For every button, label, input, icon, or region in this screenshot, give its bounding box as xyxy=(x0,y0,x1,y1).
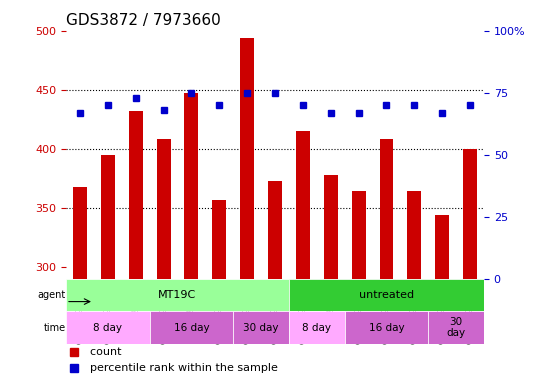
Bar xyxy=(150,311,233,344)
Bar xyxy=(261,31,289,279)
Bar xyxy=(372,31,400,279)
Bar xyxy=(400,31,428,279)
Bar xyxy=(296,131,310,384)
Bar xyxy=(233,31,261,279)
Text: 30
day: 30 day xyxy=(447,317,466,338)
Text: 16 day: 16 day xyxy=(368,323,404,333)
Bar xyxy=(345,31,372,279)
Bar xyxy=(122,31,150,279)
Bar xyxy=(66,31,94,279)
Bar xyxy=(101,155,115,384)
Bar xyxy=(94,31,122,279)
Text: 8 day: 8 day xyxy=(302,323,331,333)
Text: agent: agent xyxy=(38,290,66,300)
Bar xyxy=(205,31,233,279)
Bar xyxy=(408,191,421,384)
Text: percentile rank within the sample: percentile rank within the sample xyxy=(82,363,278,373)
Text: MT19C: MT19C xyxy=(158,290,196,300)
Bar xyxy=(351,191,366,384)
Bar xyxy=(379,139,393,384)
Text: count: count xyxy=(82,347,121,357)
Bar xyxy=(66,311,150,344)
Text: 8 day: 8 day xyxy=(94,323,122,333)
Bar xyxy=(463,149,477,384)
Bar xyxy=(435,215,449,384)
Bar xyxy=(317,31,345,279)
Bar xyxy=(324,175,338,384)
Bar xyxy=(150,31,178,279)
Bar xyxy=(428,31,456,279)
Bar xyxy=(268,181,282,384)
Text: 30 day: 30 day xyxy=(243,323,279,333)
Bar xyxy=(233,311,289,344)
Bar xyxy=(178,31,205,279)
Bar xyxy=(289,31,317,279)
Bar xyxy=(212,200,226,384)
Bar xyxy=(428,311,484,344)
Bar xyxy=(184,93,199,384)
Text: GDS3872 / 7973660: GDS3872 / 7973660 xyxy=(66,13,221,28)
Bar xyxy=(157,139,170,384)
Text: 16 day: 16 day xyxy=(174,323,209,333)
Text: time: time xyxy=(44,323,66,333)
Bar xyxy=(289,279,484,311)
Bar xyxy=(73,187,87,384)
Bar xyxy=(289,311,345,344)
Bar xyxy=(456,31,484,279)
Bar xyxy=(129,111,142,384)
Bar xyxy=(66,279,289,311)
Text: untreated: untreated xyxy=(359,290,414,300)
Bar xyxy=(345,311,428,344)
Bar xyxy=(240,38,254,384)
